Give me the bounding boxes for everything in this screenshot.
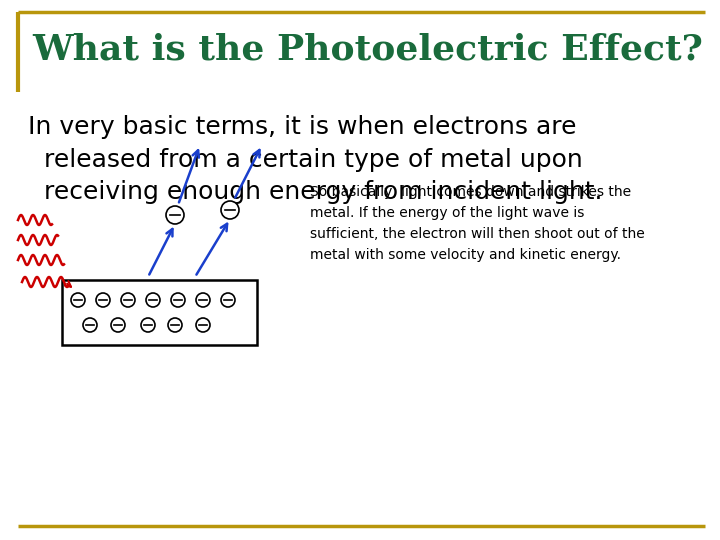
Circle shape [121, 293, 135, 307]
Circle shape [221, 201, 239, 219]
Circle shape [141, 318, 155, 332]
Circle shape [221, 293, 235, 307]
Text: So basically, light comes down and strikes the
metal. If the energy of the light: So basically, light comes down and strik… [310, 185, 644, 262]
Circle shape [71, 293, 85, 307]
Circle shape [196, 318, 210, 332]
Bar [62, 280, 257, 345]
Circle shape [168, 318, 182, 332]
Text: In very basic terms, it is when electrons are
  released from a certain type of : In very basic terms, it is when electron… [28, 115, 603, 204]
Circle shape [111, 318, 125, 332]
Circle shape [83, 318, 97, 332]
Circle shape [146, 293, 160, 307]
Text: What is the Photoelectric Effect?: What is the Photoelectric Effect? [32, 33, 703, 67]
Circle shape [166, 206, 184, 224]
Circle shape [96, 293, 110, 307]
Circle shape [171, 293, 185, 307]
Circle shape [196, 293, 210, 307]
